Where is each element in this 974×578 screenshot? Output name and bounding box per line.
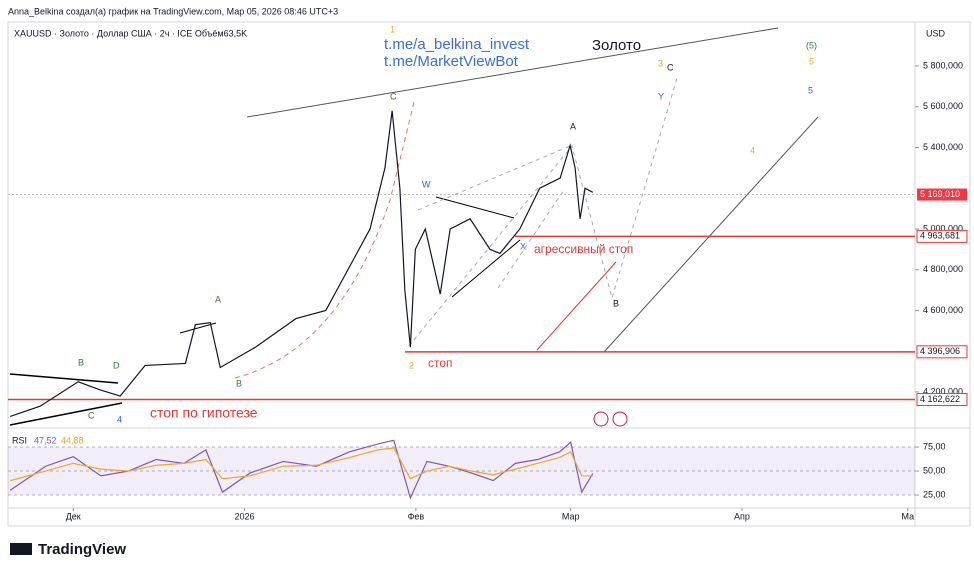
last-price-label: 5 169,010 (920, 189, 960, 199)
channel (417, 145, 571, 211)
annotation: B (613, 298, 619, 308)
annotation: C (667, 62, 674, 72)
annotation: 1 (390, 24, 395, 34)
y-tick-label: 4 200,000 (923, 386, 963, 396)
annotation: 2 (409, 360, 414, 370)
annotation: Золото (592, 37, 641, 54)
icon (593, 411, 609, 427)
currency: USD (926, 28, 946, 38)
y-tick-label: 4 800,000 (923, 264, 963, 274)
trend-line (603, 116, 819, 353)
trend-line (451, 239, 521, 298)
level-label: 4 963,681 (920, 231, 960, 241)
symbol-line: XAUUSD · Золото · Доллар США · 2ч · ICE … (14, 28, 247, 38)
annotation: W (422, 179, 431, 189)
curve (234, 101, 415, 379)
annotation: 5 (809, 56, 814, 66)
annotation: t.me/a_belkina_invest (384, 36, 530, 53)
path-projection (408, 77, 678, 347)
trend-line (9, 402, 123, 426)
annotation: 4 (750, 145, 755, 155)
annotation: (5) (806, 40, 817, 50)
y-tick-label: 75,00 (923, 441, 946, 451)
frame (7, 21, 971, 527)
rsi-title: RSI (12, 435, 27, 445)
y-tick-label: 50,00 (923, 465, 946, 475)
annotation: A (215, 294, 221, 304)
brand: TradingView (38, 541, 126, 558)
annotation: C (390, 91, 397, 101)
y-tick-label: 4 600,000 (923, 305, 963, 315)
annotation: A (570, 121, 576, 131)
channel (497, 189, 565, 289)
annotation: D (113, 360, 120, 370)
logo-mark (10, 543, 32, 555)
annotation: Y (658, 91, 664, 101)
level-label-bg (916, 229, 968, 243)
annotation: 5 (808, 85, 813, 95)
series-line (10, 447, 593, 482)
y-tick-label: 5 800,000 (923, 60, 963, 70)
arrow (536, 261, 617, 351)
x-tick-label: 2026 (235, 511, 255, 521)
y-tick-label: 5 000,000 (923, 223, 963, 233)
trend-line (435, 196, 515, 219)
trend-line (179, 322, 217, 334)
trend-line (9, 373, 119, 384)
x-tick-label: Апр (734, 511, 750, 521)
level-label-bg (916, 345, 968, 359)
annotation: 3 (658, 58, 663, 68)
header: Anna_Belkina создал(а) график на Trading… (8, 6, 338, 16)
x-tick-label: Мар (562, 511, 580, 521)
annotation: агрессивный стоп (534, 242, 633, 256)
icon (612, 411, 628, 427)
annotation: 4 (117, 414, 122, 424)
legend-value: 47,52 (34, 435, 57, 445)
logo: TradingView (10, 541, 126, 558)
level-label-bg (916, 393, 968, 407)
y-tick-label: 25,00 (923, 489, 946, 499)
legend-value: 44,88 (61, 435, 84, 445)
trend-lines (9, 27, 819, 427)
annotation: t.me/MarketViewBot (384, 53, 519, 70)
x-tick-label: Ма (902, 511, 915, 521)
trend-line (246, 27, 779, 118)
last-price-bg (917, 188, 967, 201)
x-tick-label: Дек (66, 511, 81, 521)
annotation: B (78, 357, 84, 367)
series-line (10, 110, 594, 417)
y-tick-label: 5 600,000 (923, 101, 963, 111)
level-label: 4 162,622 (920, 394, 960, 404)
annotation: стоп (428, 356, 453, 370)
level-label: 4 396,906 (920, 346, 960, 356)
rsi-band (8, 447, 915, 496)
annotation: стоп по гипотезе (150, 405, 258, 421)
y-tick-label: 5 400,000 (923, 142, 963, 152)
annotation: B (236, 378, 242, 388)
x-tick-label: Фев (408, 511, 425, 521)
annotation: C (88, 410, 95, 420)
annotation: X (520, 241, 526, 251)
series-line (9, 439, 594, 500)
